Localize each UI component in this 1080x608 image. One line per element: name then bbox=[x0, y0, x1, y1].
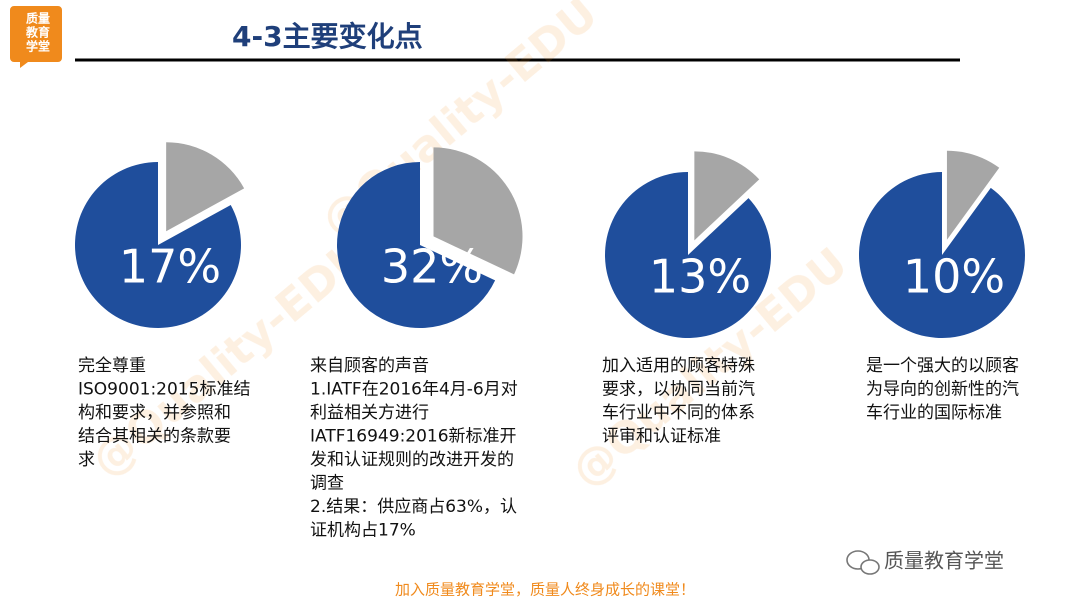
pie-value-label: 32% bbox=[381, 240, 483, 294]
description-line: 发和认证规则的改进开发的 bbox=[310, 450, 514, 470]
description-line: 来自顾客的声音 bbox=[310, 356, 429, 376]
description-line: 利益相关方进行 bbox=[310, 403, 429, 423]
pie-slice bbox=[166, 142, 245, 232]
pie-slice bbox=[859, 172, 1025, 338]
pie-slice bbox=[694, 151, 760, 241]
description-line: 完全尊重 bbox=[78, 356, 146, 376]
description-line: 调查 bbox=[310, 474, 344, 494]
description-line: 车行业中不同的体系 bbox=[602, 403, 755, 423]
pie-value-label: 10% bbox=[903, 250, 1005, 304]
wechat-icon bbox=[860, 559, 880, 575]
logo-text: 教育 bbox=[25, 25, 50, 40]
pie-slice bbox=[605, 172, 772, 338]
description-line: 评审和认证标准 bbox=[602, 427, 721, 447]
logo-text: 学堂 bbox=[26, 39, 50, 54]
slide-title: 4-3主要变化点 bbox=[232, 20, 423, 53]
description-line: 2.结果：供应商占63%，认 bbox=[310, 497, 517, 517]
wechat-mark: 质量教育学堂 bbox=[846, 549, 1004, 575]
footer: 加入质量教育学堂，质量人终身成长的课堂！ bbox=[395, 581, 695, 599]
pie-slice bbox=[75, 162, 242, 329]
description-line: 为导向的创新性的汽 bbox=[866, 380, 1019, 400]
description-line: ISO9001:2015标准结 bbox=[78, 380, 250, 400]
pie-slice bbox=[433, 147, 523, 275]
description-line: 证机构占17% bbox=[310, 521, 416, 541]
pie-slice bbox=[337, 162, 496, 328]
description-line: 加入适用的顾客特殊 bbox=[602, 356, 755, 376]
description-line: IATF16949:2016新标准开 bbox=[310, 427, 517, 447]
description-line: 要求，以协同当前汽 bbox=[602, 380, 755, 400]
description-line: 结合其相关的条款要 bbox=[78, 427, 231, 447]
charts: 17% 32% 13% 10% bbox=[75, 142, 1025, 338]
description-line: 构和要求，并参照和 bbox=[78, 403, 231, 423]
logo-text: 质量 bbox=[26, 11, 50, 26]
pie-slice bbox=[946, 150, 1000, 240]
description-line: 车行业的国际标准 bbox=[866, 403, 1002, 423]
wechat-label: 质量教育学堂 bbox=[884, 549, 1004, 573]
pie-value-label: 17% bbox=[119, 240, 221, 294]
description-line: 求 bbox=[78, 450, 95, 470]
logo-badge bbox=[10, 6, 62, 68]
description-line: 是一个强大的以顾客 bbox=[866, 356, 1019, 376]
pie-value-label: 13% bbox=[649, 250, 751, 304]
description-line: 1.IATF在2016年4月-6月对 bbox=[310, 380, 518, 400]
